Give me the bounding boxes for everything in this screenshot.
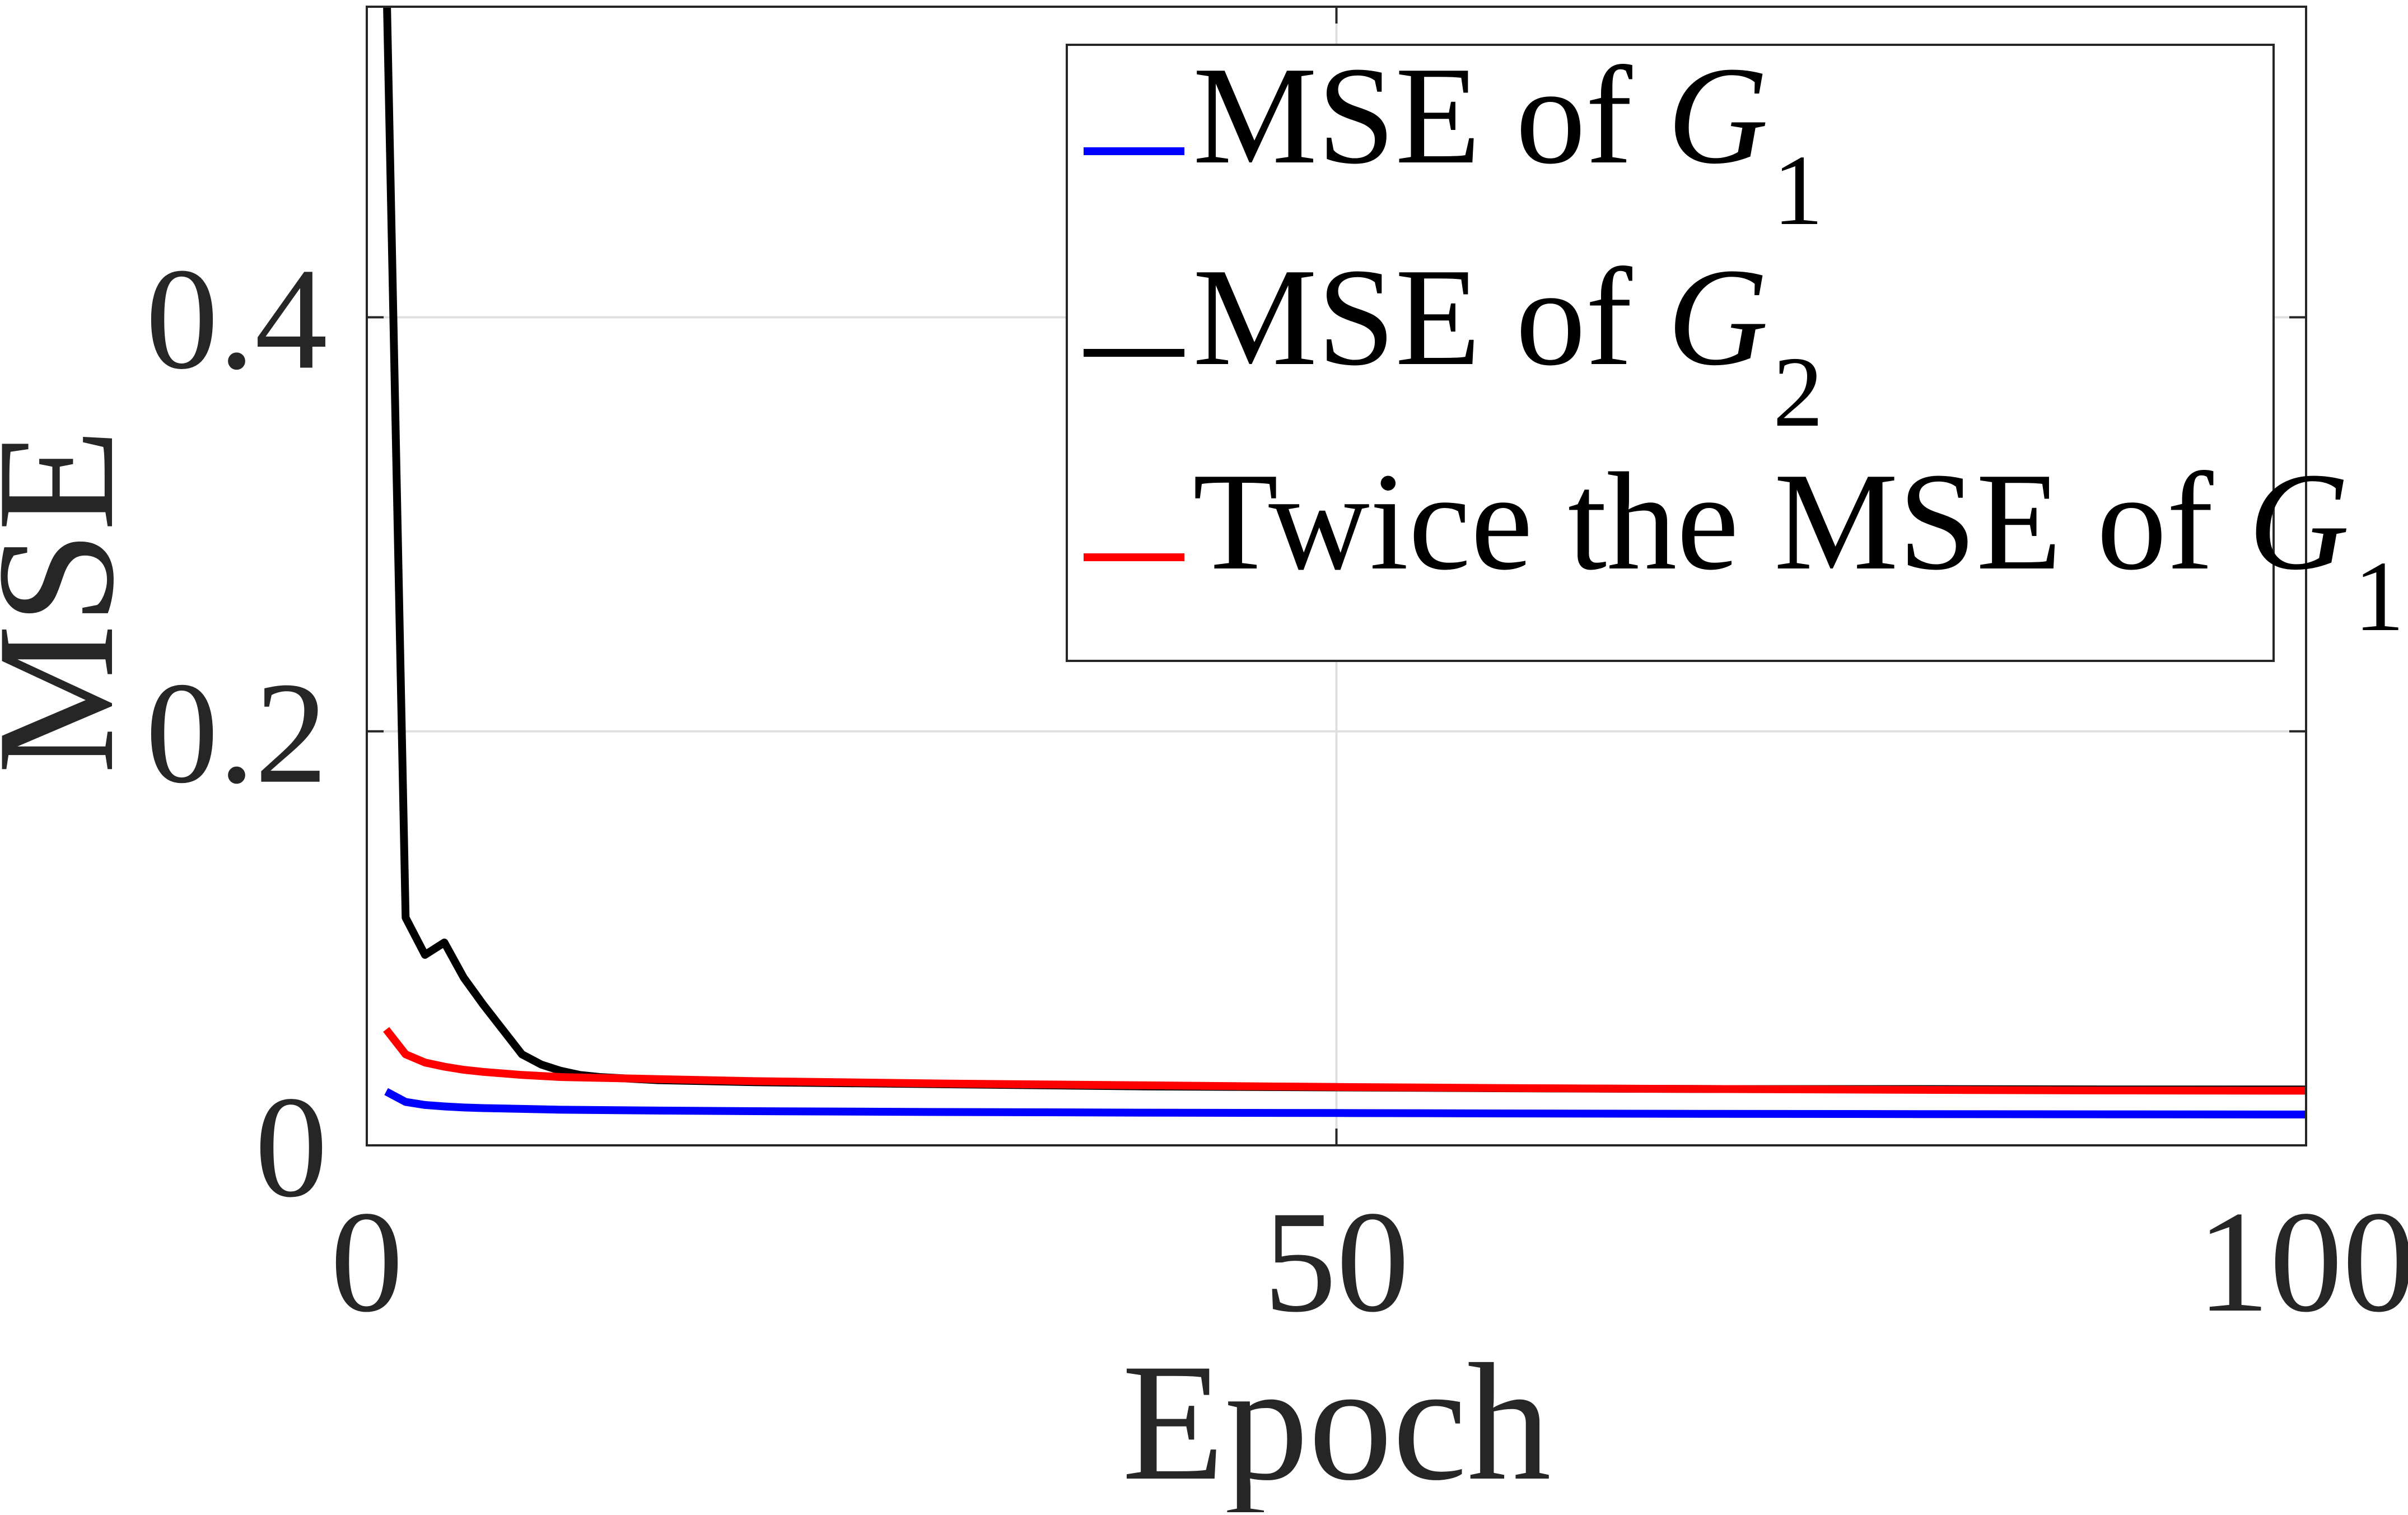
legend-label-1: MSE of G1: [1193, 38, 1823, 246]
axis-ticks: 0 50 100 0 0.2 0.4: [146, 7, 2408, 1342]
y-tick-label: 0.4: [146, 238, 328, 399]
x-tick-label: 100: [2197, 1181, 2408, 1342]
series-line-1: [384, 1088, 2306, 1118]
y-axis-title: MSE: [0, 428, 148, 774]
x-tick-label: 0: [330, 1181, 403, 1342]
y-tick-label: 0.2: [146, 652, 328, 814]
legend-label-3: Twice the MSE of G1: [1193, 444, 2404, 652]
x-tick-label: 50: [1264, 1181, 1410, 1342]
legend-box: [1066, 44, 2275, 662]
plot-series: [383, 7, 2306, 1118]
legend-label-2: MSE of G2: [1193, 240, 1823, 447]
y-tick-label: 0: [255, 1066, 328, 1228]
x-axis-title: Epoch: [1122, 1329, 1551, 1512]
series-line-3: [383, 1027, 2306, 1095]
